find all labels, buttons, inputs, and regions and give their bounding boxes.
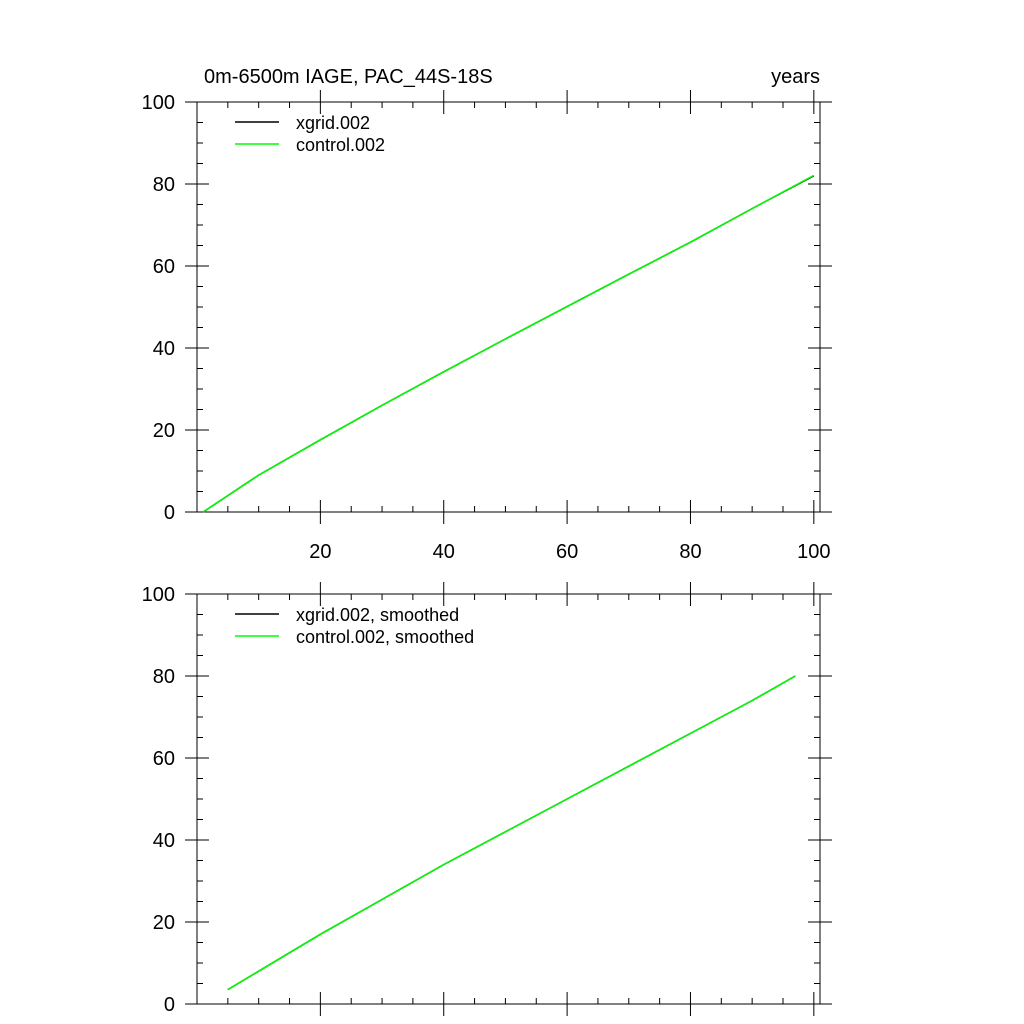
plot-frame: [196, 101, 821, 513]
series-line: [202, 174, 815, 513]
y-tick-label: 0: [164, 994, 175, 1016]
series-line: [227, 675, 796, 991]
x-tick-label: 100: [797, 541, 830, 563]
y-tick-label: 20: [153, 420, 175, 442]
y-tick-label: 80: [153, 666, 175, 688]
units-label: years: [771, 66, 820, 88]
x-tick-label: 20: [309, 541, 331, 563]
legend-label: xgrid.002, smoothed: [296, 605, 459, 625]
legend-label: xgrid.002: [296, 113, 370, 133]
top-panel: 0m-6500m IAGE, PAC_44S-18S years 20 40 60 8…: [142, 66, 832, 563]
y-tick-label: 60: [153, 748, 175, 770]
y-tick-label: 20: [153, 912, 175, 934]
y-tick-label: 40: [153, 830, 175, 852]
legend-label: control.002, smoothed: [296, 627, 474, 647]
y-tick-label: 100: [142, 92, 175, 114]
series-line: [202, 175, 815, 513]
legend-label: control.002: [296, 135, 385, 155]
y-tick-label: 60: [153, 256, 175, 278]
y-tick-label: 40: [153, 338, 175, 360]
x-tick-label: 60: [556, 541, 578, 563]
y-tick-label: 80: [153, 174, 175, 196]
y-tick-label: 0: [164, 502, 175, 524]
bottom-panel: 0 20 40 60 80 100 xgrid.002, smoothedcontrol.0…: [142, 582, 832, 1016]
plot-frame: [196, 593, 821, 1005]
x-tick-label: 80: [679, 541, 701, 563]
chart-title: 0m-6500m IAGE, PAC_44S-18S: [204, 66, 493, 88]
x-tick-label: 40: [433, 541, 455, 563]
y-tick-label: 100: [142, 584, 175, 606]
